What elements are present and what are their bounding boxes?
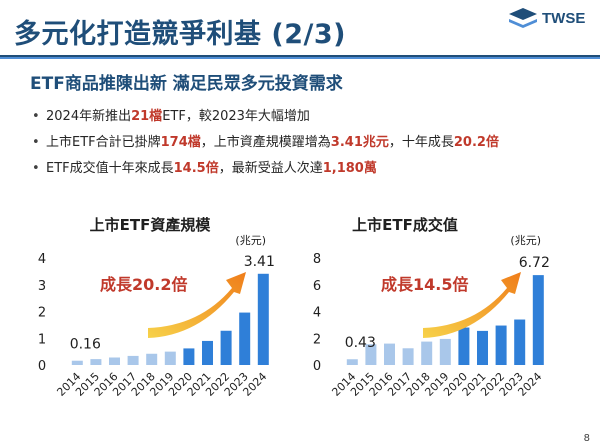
y-tick-label: 6 xyxy=(313,279,321,294)
bar-2019 xyxy=(439,338,451,365)
y-tick-label: 2 xyxy=(313,332,321,347)
chart-svg: 上市ETF成交值(兆元)0246820142015201620172018201… xyxy=(313,216,550,399)
bar-2020 xyxy=(458,327,470,365)
y-tick-label: 4 xyxy=(313,306,321,321)
bar-2016 xyxy=(384,343,395,365)
y-tick-label: 2 xyxy=(38,306,46,321)
asset-size-chart: 上市ETF資產規模 (兆元) 0 1 2 3 4 2014 2015 2016 2017 2018 20… xyxy=(30,200,275,425)
bar-2022 xyxy=(495,325,507,365)
twse-logo-icon xyxy=(509,8,537,28)
bar-2023 xyxy=(514,319,526,365)
bar-2024 xyxy=(257,273,269,365)
growth-label: 成長20.2倍 xyxy=(100,275,187,294)
page-number: 8 xyxy=(583,433,590,444)
bar-2019 xyxy=(164,351,176,365)
bar-2015 xyxy=(365,344,377,365)
bar-2018 xyxy=(146,353,158,365)
chart-unit: (兆元) xyxy=(235,234,266,247)
y-tick-label: 1 xyxy=(38,332,46,347)
bar-2022 xyxy=(220,330,232,365)
chart-title: 上市ETF成交值 xyxy=(352,216,458,234)
growth-arrow xyxy=(148,272,246,338)
bar-2021 xyxy=(202,340,213,365)
y-tick-label: 3 xyxy=(38,279,46,294)
chart-title: 上市ETF資產規模 xyxy=(90,216,212,234)
y-tick-label: 8 xyxy=(313,252,321,267)
bar-2023 xyxy=(239,312,251,365)
bar-2014 xyxy=(71,360,83,365)
bar-2017 xyxy=(402,348,414,365)
data-label-last: 6.72 xyxy=(519,255,550,271)
y-tick-label: 0 xyxy=(38,359,46,374)
y-tick-label: 0 xyxy=(313,359,321,374)
page-title: 多元化打造競爭利基 (2/3) xyxy=(14,19,347,50)
bar-2015 xyxy=(90,359,102,365)
bar-2024 xyxy=(532,275,544,365)
chart-svg: 上市ETF資產規模(兆元)012342014201520162017201820… xyxy=(38,216,275,399)
data-label-last: 3.41 xyxy=(244,254,275,270)
bar-2018 xyxy=(421,341,433,365)
bar-2016 xyxy=(109,357,120,365)
growth-arrow xyxy=(423,272,521,338)
bar-2020 xyxy=(183,348,195,365)
title-divider xyxy=(0,55,600,59)
trading-value-chart: 上市ETF成交值 (兆元) 0 2 4 6 8 2014 2015 2016 2017 2018 201… xyxy=(305,200,550,425)
bullet-item: 2024年新推出21檔ETF，較2023年大幅增加 xyxy=(32,104,499,130)
section-subheading: ETF商品推陳出新 滿足民眾多元投資需求 xyxy=(30,74,343,94)
bar-2014 xyxy=(346,359,358,365)
bar-2017 xyxy=(127,355,139,365)
bullet-item: 上市ETF合計已掛牌174檔，上市資產規模躍增為3.41兆元，十年成長20.2倍 xyxy=(32,130,499,156)
chart-unit: (兆元) xyxy=(510,234,541,247)
y-tick-label: 4 xyxy=(38,252,46,267)
bar-2021 xyxy=(477,330,488,365)
bullet-list: 2024年新推出21檔ETF，較2023年大幅增加 上市ETF合計已掛牌174檔… xyxy=(32,104,499,182)
data-label-first: 0.16 xyxy=(70,337,101,353)
twse-logo: TWSE xyxy=(507,6,585,30)
growth-label: 成長14.5倍 xyxy=(381,275,468,294)
bullet-item: ETF成交值十年來成長14.5倍，最新受益人次達1,180萬 xyxy=(32,156,499,182)
logo-text: TWSE xyxy=(542,9,586,27)
data-label-first: 0.43 xyxy=(345,335,376,351)
